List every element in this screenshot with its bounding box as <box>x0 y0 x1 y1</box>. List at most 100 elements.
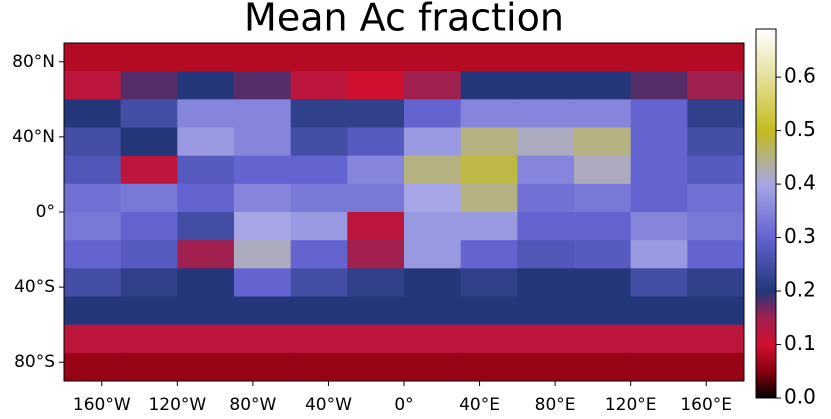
cell <box>290 43 348 72</box>
cell <box>460 268 518 297</box>
cell <box>234 127 292 157</box>
cell <box>64 71 122 100</box>
cell <box>290 212 348 241</box>
cell <box>687 324 745 354</box>
cell <box>120 324 178 354</box>
cell <box>630 43 688 72</box>
cell <box>234 183 292 213</box>
cell <box>347 127 405 157</box>
cell <box>687 71 745 100</box>
cell <box>347 268 405 297</box>
cell <box>517 43 575 72</box>
cell <box>574 212 632 241</box>
cell <box>120 183 178 213</box>
cell <box>574 296 632 326</box>
cell <box>460 324 518 354</box>
y-tick-label: 0° <box>36 202 55 222</box>
cell <box>460 71 518 100</box>
cell <box>290 71 348 100</box>
y-tick-label: 40°N <box>12 127 55 147</box>
colorbar-tick-label: 0.1 <box>784 331 816 355</box>
cell <box>64 268 122 297</box>
cell <box>630 324 688 354</box>
cell <box>630 71 688 100</box>
cell <box>460 352 518 382</box>
cell <box>517 324 575 354</box>
cell <box>347 212 405 241</box>
cell <box>630 296 688 326</box>
cell <box>234 99 292 128</box>
cell <box>460 212 518 241</box>
cell <box>404 183 462 213</box>
x-tick-label: 120°W <box>148 395 206 415</box>
cell <box>574 127 632 157</box>
cell <box>290 155 348 185</box>
cell <box>460 127 518 157</box>
cell <box>574 240 632 269</box>
cell <box>234 268 292 297</box>
cell <box>687 43 745 72</box>
x-tick-label: 40°E <box>459 395 500 415</box>
cell <box>290 240 348 269</box>
cell <box>177 240 235 269</box>
cell <box>234 296 292 326</box>
cell <box>64 99 122 128</box>
cell <box>234 71 292 100</box>
cell <box>687 296 745 326</box>
cell <box>290 324 348 354</box>
cell <box>687 99 745 128</box>
cell <box>574 324 632 354</box>
cell <box>290 183 348 213</box>
cell <box>234 240 292 269</box>
x-tick-label: 40°W <box>305 395 352 415</box>
cell <box>64 127 122 157</box>
cell <box>460 155 518 185</box>
cell <box>404 324 462 354</box>
cell <box>630 127 688 157</box>
cell <box>404 240 462 269</box>
cell <box>404 71 462 100</box>
cell <box>517 296 575 326</box>
cell <box>347 71 405 100</box>
x-tick-label: 80°E <box>535 395 576 415</box>
cell <box>404 352 462 382</box>
cell <box>574 268 632 297</box>
cell <box>404 155 462 185</box>
cell <box>687 155 745 185</box>
cell <box>234 212 292 241</box>
cell <box>120 268 178 297</box>
cell <box>347 296 405 326</box>
x-tick-label: 0° <box>394 395 413 415</box>
cell <box>404 212 462 241</box>
cell <box>120 99 178 128</box>
colorbar-tick-label: 0.4 <box>784 171 816 195</box>
colorbar-tick-label: 0.5 <box>784 117 816 141</box>
cell <box>687 212 745 241</box>
y-tick-label: 80°S <box>14 352 55 372</box>
cell <box>347 183 405 213</box>
cell <box>234 324 292 354</box>
cell <box>64 352 122 382</box>
cell <box>460 240 518 269</box>
cell <box>290 268 348 297</box>
cell <box>64 212 122 241</box>
cell <box>460 296 518 326</box>
cell <box>630 155 688 185</box>
cell <box>404 268 462 297</box>
cell <box>574 183 632 213</box>
cell <box>630 240 688 269</box>
cell <box>64 155 122 185</box>
cell <box>574 155 632 185</box>
cell <box>347 324 405 354</box>
x-tick-label: 120°E <box>605 395 657 415</box>
cell <box>630 268 688 297</box>
cell <box>120 155 178 185</box>
cell <box>177 352 235 382</box>
cell <box>64 324 122 354</box>
cell <box>177 324 235 354</box>
cell <box>630 99 688 128</box>
cell <box>460 43 518 72</box>
cell <box>347 352 405 382</box>
cell <box>404 99 462 128</box>
